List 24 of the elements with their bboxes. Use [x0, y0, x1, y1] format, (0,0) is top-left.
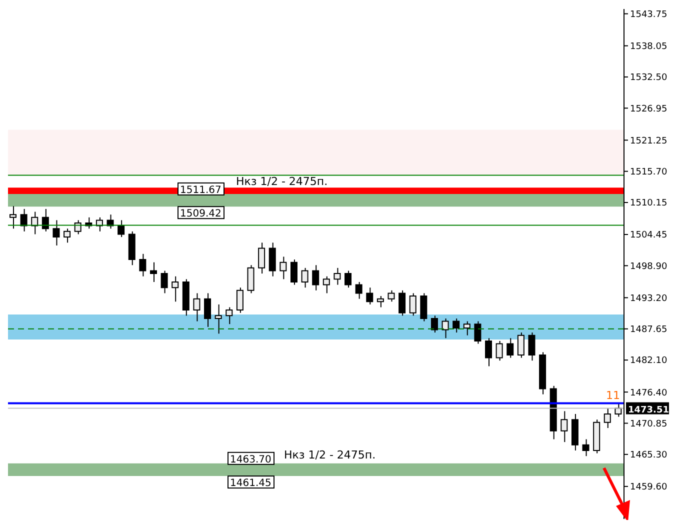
annotation: 11 [606, 389, 620, 402]
y-tick-label: 1476.40 [630, 388, 668, 398]
y-tick-label: 1470.85 [630, 419, 668, 430]
y-tick-label: 1515.70 [630, 168, 668, 178]
y-tick-label: 1532.50 [630, 73, 668, 84]
y-tick-label: 1504.45 [630, 230, 668, 241]
y-tick-label: 1538.05 [630, 42, 668, 52]
y-tick-label: 1498.90 [630, 262, 668, 272]
y-tick-label: 1521.25 [630, 136, 668, 146]
y-tick-label: 1465.30 [630, 450, 668, 461]
y-tick-label: 1487.65 [630, 325, 668, 336]
annotation: 1463.70 [230, 454, 272, 466]
annotation: 1511.67 [180, 184, 222, 196]
y-tick-label: 1526.95 [630, 104, 668, 114]
band-label: Нкз 1/2 - 2475п. [236, 174, 328, 188]
y-tick-label: 1510.15 [630, 198, 668, 209]
ref-line-label: 1473.51 [628, 405, 669, 416]
band-label: Нкз 1/2 - 2475п. [284, 448, 376, 462]
y-tick-label: 1482.10 [630, 356, 668, 366]
annotation: 1509.42 [180, 208, 222, 220]
annotation: 1461.45 [230, 478, 272, 490]
y-tick-label: 1459.60 [630, 482, 668, 493]
y-tick-label: 1543.75 [630, 10, 668, 20]
y-tick-label: 1493.20 [630, 294, 668, 304]
